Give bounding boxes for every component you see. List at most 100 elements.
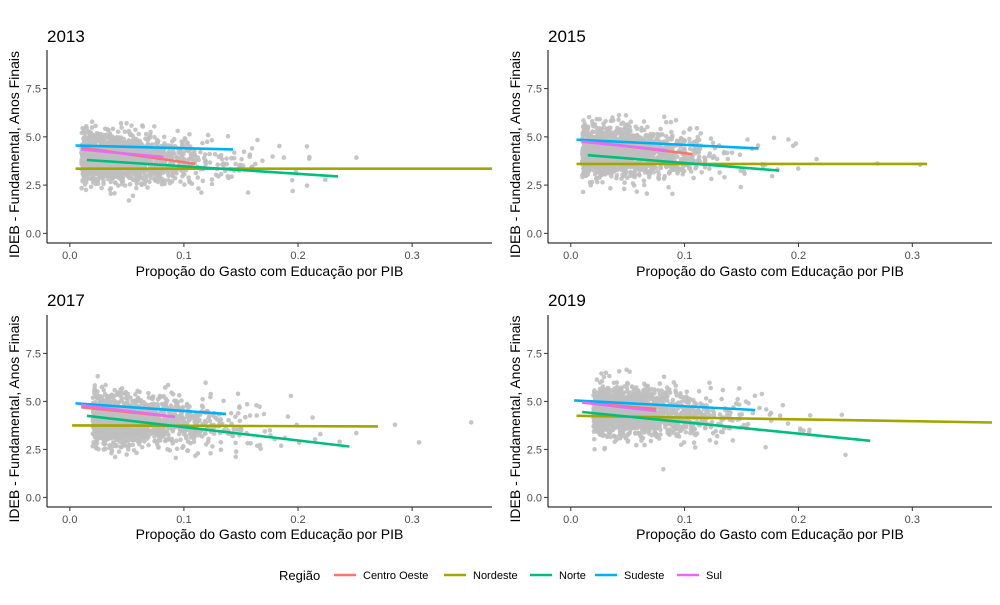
scatter-point	[113, 181, 118, 186]
scatter-point	[196, 155, 201, 160]
scatter-point	[120, 182, 125, 187]
scatter-point	[669, 137, 674, 142]
scatter-point	[142, 182, 147, 187]
x-tick-label: 0.0	[563, 250, 578, 262]
scatter-point	[98, 433, 103, 438]
scatter-point	[102, 388, 107, 393]
scatter-point	[634, 443, 639, 448]
scatter-point	[670, 192, 675, 197]
scatter-point	[118, 437, 123, 442]
scatter-point	[112, 191, 117, 196]
scatter-point	[719, 397, 724, 402]
scatter-point	[660, 132, 665, 137]
scatter-point	[210, 177, 215, 182]
scatter-point	[107, 443, 112, 448]
scatter-point	[237, 404, 242, 409]
scatter-point	[141, 124, 146, 129]
scatter-point	[161, 403, 166, 408]
scatter-point	[586, 125, 591, 130]
x-tick-label: 0.3	[404, 514, 419, 526]
scatter-point	[666, 155, 671, 160]
scatter-point	[178, 179, 183, 184]
scatter-point	[155, 138, 160, 143]
scatter-point	[160, 433, 165, 438]
scatter-point	[145, 174, 150, 179]
scatter-point	[598, 147, 603, 152]
y-tick-label: 2.5	[527, 180, 542, 192]
scatter-point	[208, 395, 213, 400]
scatter-point	[106, 172, 111, 177]
panel-title: 2015	[548, 27, 586, 46]
scatter-point	[617, 113, 622, 118]
scatter-point	[215, 417, 220, 422]
scatter-point	[172, 137, 177, 142]
scatter-point	[120, 399, 125, 404]
scatter-point	[134, 186, 139, 191]
scatter-point	[613, 167, 618, 172]
scatter-point	[654, 165, 659, 170]
scatter-point	[615, 173, 620, 178]
scatter-point	[106, 427, 111, 432]
scatter-point	[794, 141, 799, 146]
scatter-point	[590, 122, 595, 127]
scatter-point	[91, 141, 96, 146]
scatter-point	[645, 125, 650, 130]
x-tick-label: 0.2	[791, 250, 806, 262]
scatter-point	[247, 155, 252, 160]
scatter-point	[169, 390, 174, 395]
scatter-point	[208, 419, 213, 424]
scatter-point	[184, 436, 189, 441]
x-tick-label: 0.2	[290, 514, 305, 526]
scatter-point	[590, 180, 595, 185]
scatter-point	[282, 155, 287, 160]
scatter-point	[196, 186, 201, 191]
y-tick-label: 2.5	[26, 444, 41, 456]
scatter-point	[627, 125, 632, 130]
scatter-point	[669, 120, 674, 125]
scatter-point	[94, 177, 99, 182]
scatter-point	[123, 129, 128, 134]
scatter-point	[200, 397, 205, 402]
scatter-point	[248, 413, 253, 418]
scatter-point	[635, 189, 640, 194]
scatter-point	[162, 141, 167, 146]
scatter-point	[90, 119, 95, 124]
scatter-point	[253, 162, 258, 167]
scatter-point	[190, 182, 195, 187]
x-axis-title: Propoção do Gasto com Educação por PIB	[636, 263, 904, 279]
scatter-point	[305, 144, 310, 149]
trend-line-nordeste	[72, 425, 378, 426]
scatter-point	[175, 129, 180, 134]
scatter-point	[206, 437, 211, 442]
scatter-point	[236, 392, 241, 397]
scatter-point	[229, 156, 234, 161]
scatter-point	[807, 428, 812, 433]
scatter-point	[96, 393, 101, 398]
scatter-point	[177, 393, 182, 398]
scatter-point	[220, 162, 225, 167]
scatter-point	[115, 390, 120, 395]
scatter-point	[166, 153, 171, 158]
scatter-point	[658, 127, 663, 132]
y-tick-label: 2.5	[26, 180, 41, 192]
scatter-point	[118, 445, 123, 450]
scatter-point	[674, 118, 679, 123]
scatter-point	[128, 182, 133, 187]
scatter-point	[95, 135, 100, 140]
scatter-point	[679, 136, 684, 141]
scatter-point	[722, 150, 727, 155]
scatter-point	[99, 175, 104, 180]
scatter-point	[182, 172, 187, 177]
scatter-point	[393, 423, 398, 428]
scatter-point	[93, 182, 98, 187]
scatter-point	[111, 399, 116, 404]
scatter-point	[226, 176, 231, 181]
panel-title: 2019	[548, 291, 586, 310]
scatter-point	[128, 133, 133, 138]
scatter-point	[659, 166, 664, 171]
y-tick-label: 7.5	[527, 84, 542, 96]
scatter-point	[117, 449, 122, 454]
scatter-point	[103, 447, 108, 452]
scatter-point	[689, 169, 694, 174]
scatter-point	[714, 440, 719, 445]
